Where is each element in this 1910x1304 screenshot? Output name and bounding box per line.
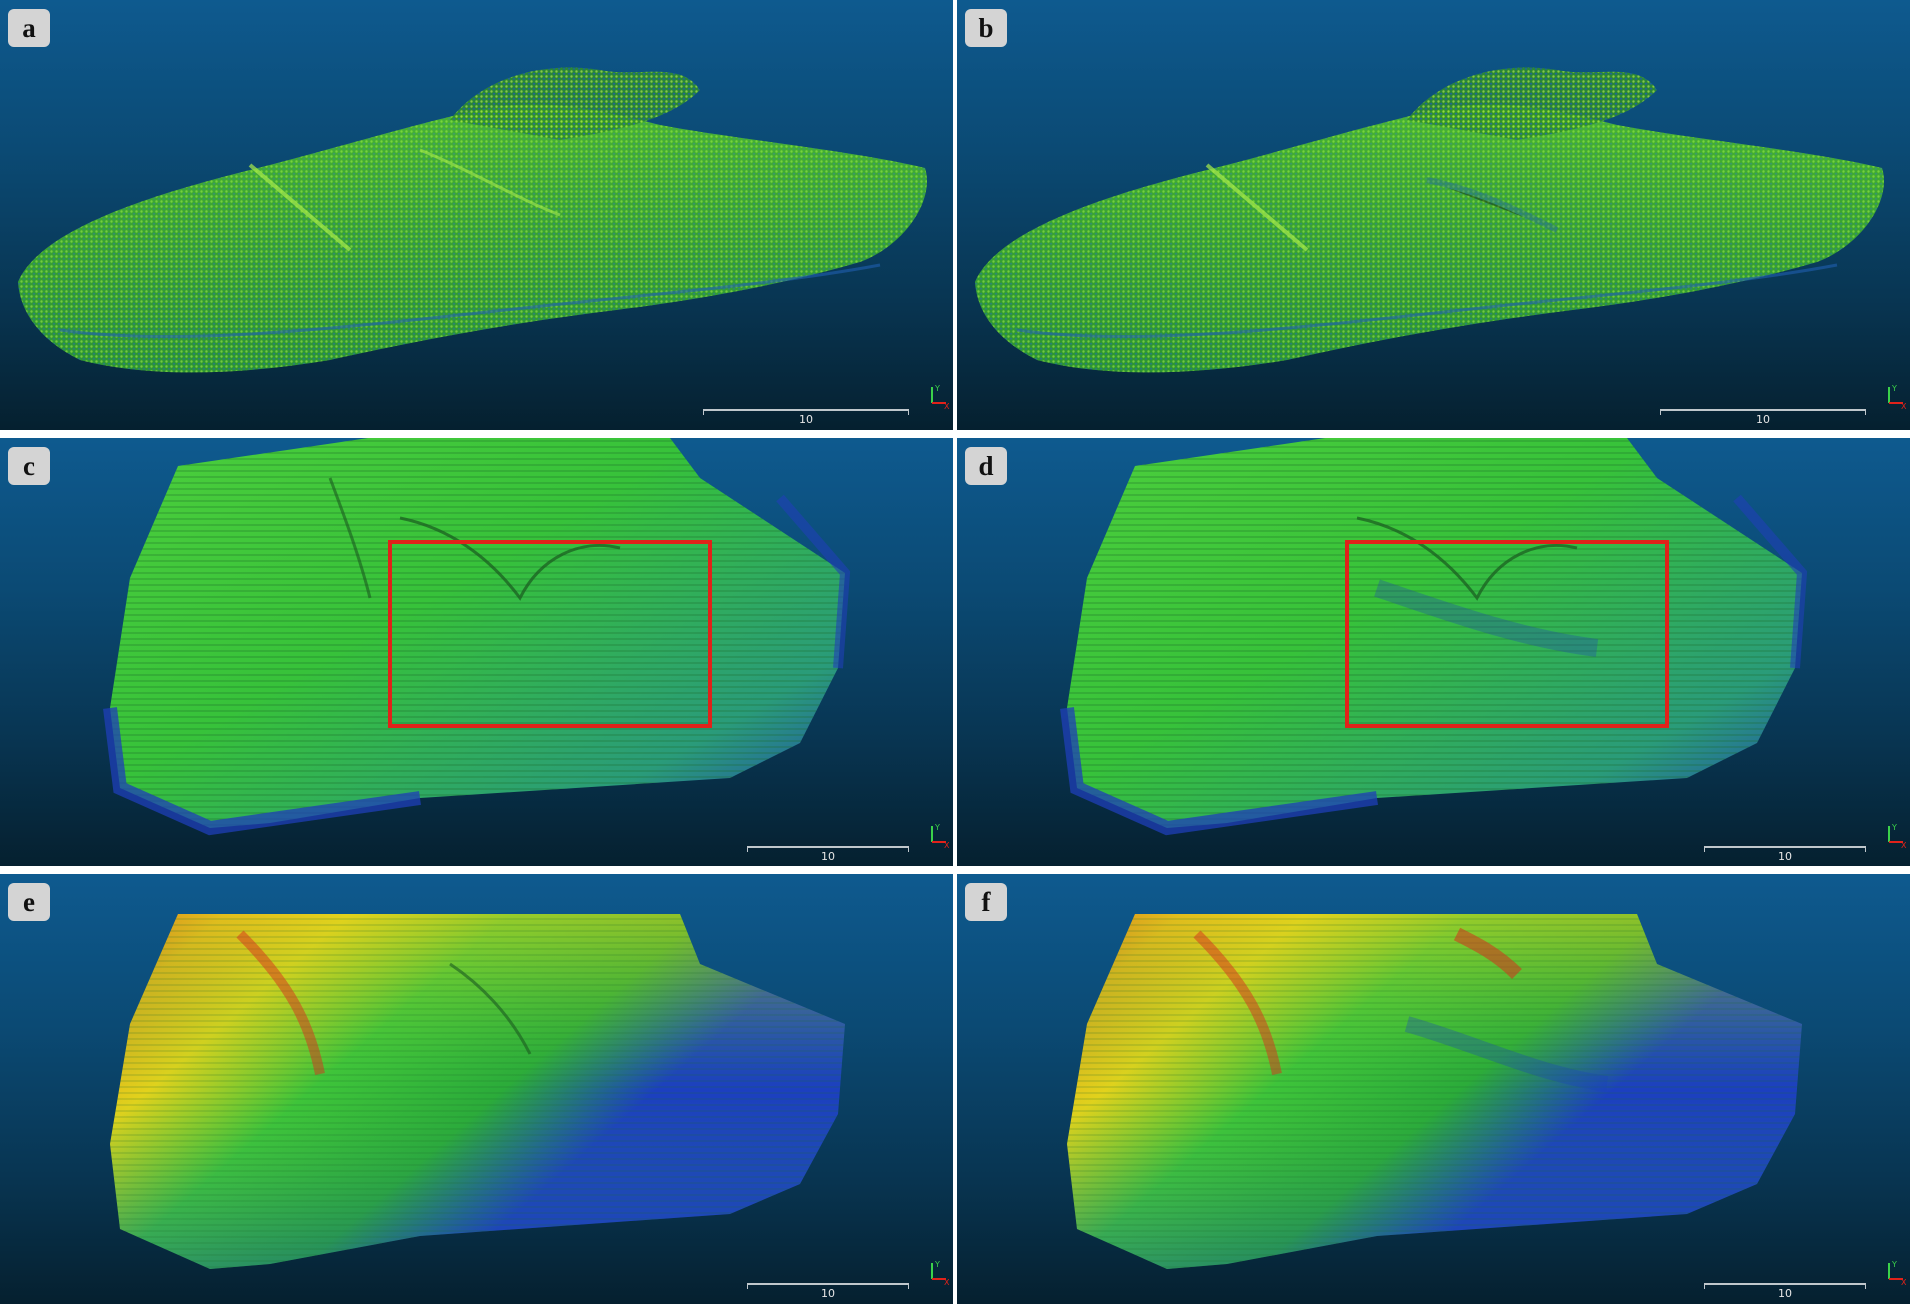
panel-b: b 10 Y X xyxy=(957,0,1910,430)
mesh-normals-render xyxy=(1060,438,1808,836)
panel-label: c xyxy=(8,447,50,485)
axis-triad-icon: Y X xyxy=(1888,384,1907,409)
svg-text:X: X xyxy=(1901,1278,1907,1285)
scale-label: 10 xyxy=(821,850,835,863)
panel-label: b xyxy=(965,9,1007,47)
axis-triad-icon: Y X xyxy=(1888,823,1907,848)
panel-a: a 10 Y X xyxy=(0,0,953,430)
axis-triad-icon: Y X xyxy=(1888,1260,1907,1285)
highlight-box xyxy=(1345,540,1669,728)
scale-label: 10 xyxy=(1778,850,1792,863)
scale-label: 10 xyxy=(1778,1287,1792,1300)
panel-label: f xyxy=(965,883,1007,921)
panel-c: c 10 Y X xyxy=(0,438,953,866)
scale-bar: 10 xyxy=(1660,409,1866,426)
scale-label: 10 xyxy=(821,1287,835,1300)
highlight-box xyxy=(388,540,712,728)
panel-e: e 10 Y X xyxy=(0,874,953,1304)
point-cloud-render xyxy=(975,67,1884,373)
svg-text:Y: Y xyxy=(934,1260,940,1269)
svg-text:X: X xyxy=(944,841,950,848)
scale-label: 10 xyxy=(799,413,813,426)
scale-bar: 10 xyxy=(747,1283,909,1300)
svg-text:Y: Y xyxy=(934,384,940,393)
svg-text:Y: Y xyxy=(1891,384,1897,393)
panel-label: e xyxy=(8,883,50,921)
scale-bar: 10 xyxy=(747,846,909,863)
scale-bar: 10 xyxy=(1704,1283,1866,1300)
svg-text:Y: Y xyxy=(934,823,940,832)
svg-text:Y: Y xyxy=(1891,1260,1897,1269)
mesh-elevation-render xyxy=(110,914,845,1269)
svg-text:Y: Y xyxy=(1891,823,1897,832)
scale-bar: 10 xyxy=(1704,846,1866,863)
svg-text:X: X xyxy=(944,1278,950,1285)
panel-d: d 10 Y X xyxy=(957,438,1910,866)
svg-text:X: X xyxy=(1901,841,1907,848)
scale-bar: 10 xyxy=(703,409,909,426)
svg-text:X: X xyxy=(1901,402,1907,409)
svg-text:X: X xyxy=(944,402,950,409)
scale-label: 10 xyxy=(1756,413,1770,426)
panel-label: d xyxy=(965,447,1007,485)
axis-triad-icon: Y X xyxy=(931,384,950,409)
axis-triad-icon: Y X xyxy=(931,823,950,848)
mesh-elevation-render xyxy=(1067,914,1802,1269)
panel-label: a xyxy=(8,9,50,47)
point-cloud-render xyxy=(18,67,927,373)
panel-f: f 10 Y X xyxy=(957,874,1910,1304)
mesh-normals-render xyxy=(103,438,851,836)
axis-triad-icon: Y X xyxy=(931,1260,950,1285)
